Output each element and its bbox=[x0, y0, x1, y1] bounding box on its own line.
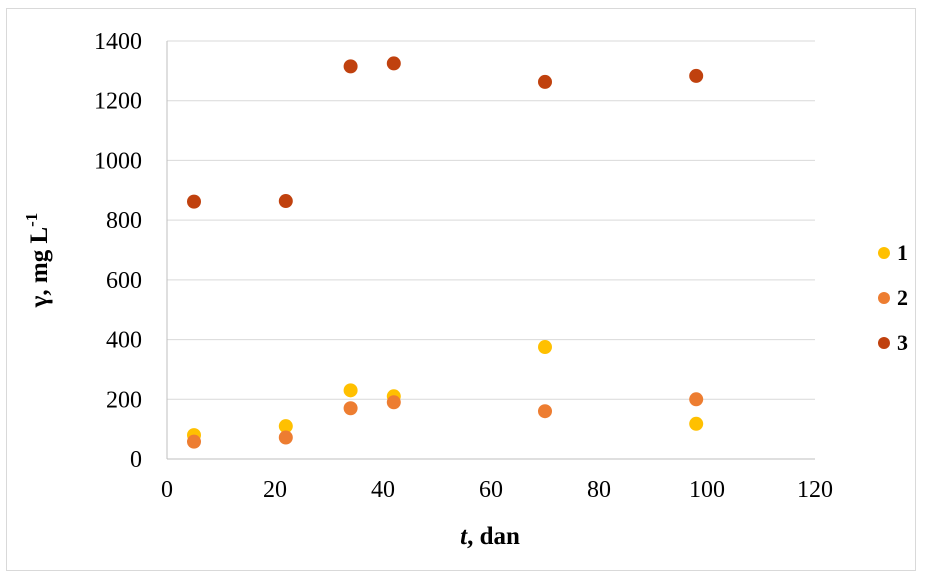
data-point-series-3 bbox=[386, 56, 401, 71]
x-tick-label: 40 bbox=[371, 477, 395, 503]
x-tick-label: 80 bbox=[587, 477, 611, 503]
data-point-series-3 bbox=[343, 59, 358, 74]
data-point-series-1 bbox=[278, 419, 293, 434]
y-tick-label: 1200 bbox=[94, 89, 142, 115]
legend-marker-1 bbox=[878, 247, 890, 259]
x-tick-labels: 0 20 40 60 80 100 120 bbox=[161, 477, 833, 503]
x-tick-label: 100 bbox=[689, 477, 725, 503]
data-point-series-2 bbox=[386, 395, 401, 410]
data-point-series-1 bbox=[538, 340, 552, 355]
y-tick-label: 0 bbox=[130, 447, 142, 473]
y-axis-title: γ, mg L-1 bbox=[22, 213, 53, 309]
chart-frame bbox=[6, 8, 916, 571]
y-tick-label: 200 bbox=[106, 387, 142, 413]
legend-marker-2 bbox=[878, 292, 890, 304]
data-point-series-3 bbox=[689, 68, 704, 83]
axes bbox=[166, 41, 815, 460]
y-tick-label: 1000 bbox=[94, 148, 142, 174]
legend-marker-3 bbox=[878, 337, 890, 349]
data-point-series-2 bbox=[689, 392, 704, 407]
data-point-series-3 bbox=[278, 194, 293, 209]
legend-label-3: 3 bbox=[897, 330, 908, 355]
data-point-series-1 bbox=[343, 383, 358, 398]
data-point-series-2 bbox=[278, 430, 293, 445]
y-tick-label: 400 bbox=[106, 328, 142, 354]
x-tick-label: 120 bbox=[797, 477, 833, 503]
data-point-series-2 bbox=[343, 401, 358, 416]
gridlines bbox=[167, 40, 815, 400]
x-tick-label: 60 bbox=[479, 477, 503, 503]
y-tick-label: 600 bbox=[106, 268, 142, 294]
x-tick-label: 20 bbox=[263, 477, 287, 503]
legend: 1 2 3 bbox=[878, 240, 908, 355]
data-point-series-2 bbox=[538, 404, 552, 419]
data-point-series-3 bbox=[187, 194, 201, 209]
data-points bbox=[187, 56, 704, 449]
y-tick-label: 1400 bbox=[94, 29, 142, 55]
x-axis-title: t, dan bbox=[460, 523, 520, 550]
data-point-series-1 bbox=[689, 416, 704, 431]
y-tick-label: 800 bbox=[106, 208, 142, 234]
x-tick-label: 0 bbox=[161, 477, 173, 503]
data-point-series-2 bbox=[187, 434, 201, 449]
legend-label-1: 1 bbox=[897, 240, 908, 265]
data-point-series-3 bbox=[538, 74, 552, 89]
legend-label-2: 2 bbox=[897, 285, 908, 310]
y-tick-labels: 0 200 400 600 800 1000 1200 1400 bbox=[94, 29, 142, 473]
